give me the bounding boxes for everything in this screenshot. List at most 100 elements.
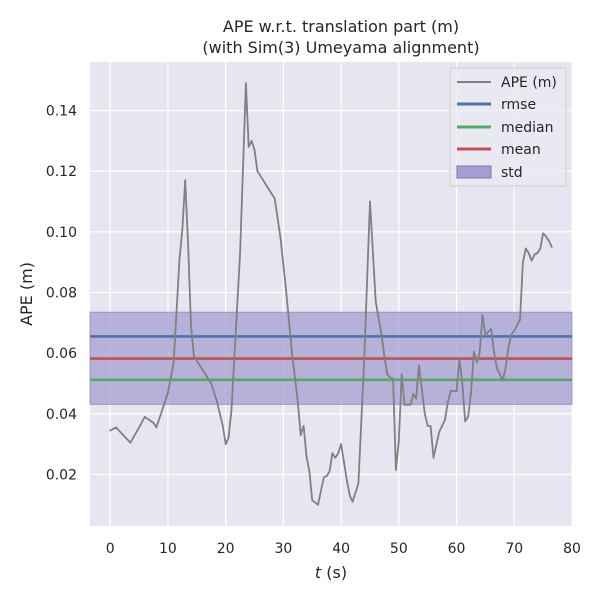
ape-point-2 [120,432,123,435]
ape-point-33 [268,188,270,191]
x-tick-label-0: 0 [106,541,115,557]
legend-swatch-std [456,165,492,179]
ape-point-115 [550,246,553,248]
ape-point-77 [426,425,429,427]
legend: APE (m) rmse median mean std [449,67,567,187]
ape-point-18 [204,373,207,376]
ape-point-26 [239,252,241,254]
ape-point-5 [143,415,146,418]
ape-point-6 [152,421,155,424]
ape-point-25 [230,409,233,412]
ape-point-104 [519,318,521,321]
legend-label-median: median [501,120,553,136]
ape-point-97 [493,352,495,355]
ape-series-line [109,82,553,506]
ape-point-54 [348,494,351,497]
x-tick-label-2: 20 [217,541,235,557]
x-tick-labels: 0 10 20 30 40 50 60 70 80 [106,541,581,557]
ape-point-61 [380,334,383,336]
ape-point-70 [406,403,409,406]
ape-point-102 [510,334,513,336]
ape-point-96 [490,327,493,330]
ape-point-75 [421,388,423,391]
ape-point-23 [224,443,227,446]
ape-point-47 [328,470,331,473]
ape-point-108 [530,259,533,262]
ape-point-101 [507,346,510,348]
x-tick-label-3: 30 [274,541,292,557]
ape-point-88 [464,420,467,423]
ape-point-20 [216,400,218,403]
ape-point-109 [533,253,536,256]
ape-point-21 [218,412,221,415]
x-tick-label-8: 80 [563,541,581,557]
ape-point-24 [227,437,230,439]
y-tick-labels: 0.02 0.04 0.06 0.08 0.10 0.12 0.14 [46,104,77,484]
ape-point-35 [279,236,282,239]
ape-point-99 [501,379,504,382]
ape-point-110 [536,252,539,254]
ape-point-92 [475,361,478,364]
series-layer [109,82,553,506]
ape-point-52 [343,461,345,464]
ape-point-32 [262,179,265,182]
ape-point-3 [129,441,132,444]
ape-point-12 [181,227,184,230]
ape-point-94 [481,314,484,317]
ape-point-16 [193,355,195,358]
ape-point-56 [354,491,357,494]
ape-point-29 [250,139,253,142]
ape-point-9 [167,391,169,394]
ape-point-84 [449,390,452,392]
ape-point-72 [412,393,415,395]
y-tick-label-6: 0.14 [46,104,77,120]
ape-point-71 [409,403,412,406]
ape-point-89 [467,415,469,418]
x-axis-variable: t [315,563,322,582]
x-tick-label-7: 70 [505,541,523,557]
ape-point-64 [389,376,392,379]
ape-point-57 [357,482,360,485]
ape-point-113 [545,235,547,238]
ape-point-22 [221,425,224,427]
ape-point-45 [322,476,325,479]
ape-point-78 [429,425,432,427]
legend-label-mean: mean [501,142,541,158]
ape-point-19 [210,382,213,385]
ape-point-80 [438,431,441,433]
ape-point-14 [187,243,190,245]
legend-label-rmse: rmse [501,97,536,113]
legend-box [449,67,567,187]
ape-point-65 [392,378,394,380]
ape-point-93 [478,352,481,355]
ape-point-28 [247,146,250,148]
ape-point-49 [334,456,337,459]
ape-point-107 [527,252,530,254]
ape-point-40 [302,425,305,427]
ape-point-73 [415,397,418,400]
ape-point-34 [273,197,276,200]
ape-point-41 [305,455,308,458]
chart-title-line-2: (with Sim(3) Umeyama alignment) [202,38,479,57]
ape-point-37 [291,352,293,355]
ape-point-103 [513,329,516,332]
y-axis-label: APE (m) [17,262,36,326]
ape-point-90 [470,391,472,394]
ape-point-59 [369,200,371,203]
ape-point-13 [184,179,187,182]
ape-point-44 [317,503,319,506]
ape-point-30 [253,149,256,151]
ape-point-66 [395,468,397,471]
ape-point-79 [432,456,435,459]
ape-point-76 [423,412,426,415]
x-tick-label-4: 40 [332,541,350,557]
ape-point-60 [374,300,377,303]
ape-point-1 [115,426,117,429]
y-tick-label-5: 0.12 [46,164,77,180]
ape-point-58 [363,358,366,361]
ape-point-67 [397,440,400,442]
x-tick-label-6: 60 [448,541,466,557]
ape-point-112 [542,232,545,235]
